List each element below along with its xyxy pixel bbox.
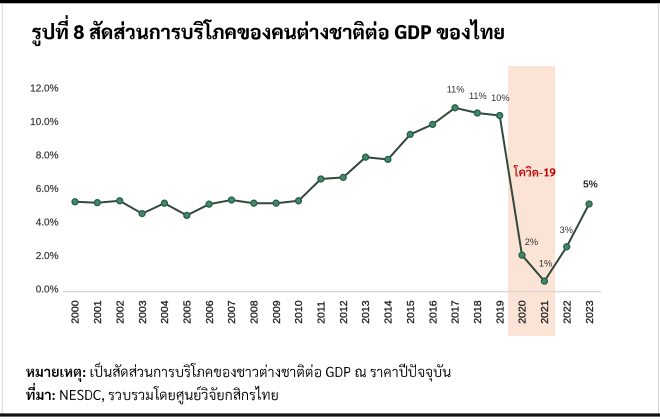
svg-text:2009: 2009 bbox=[271, 300, 283, 324]
svg-text:2000: 2000 bbox=[70, 300, 82, 324]
svg-text:6.0%: 6.0% bbox=[36, 184, 59, 195]
svg-text:2012: 2012 bbox=[338, 300, 350, 324]
svg-text:3%: 3% bbox=[560, 225, 573, 235]
svg-text:2010: 2010 bbox=[293, 300, 305, 324]
svg-text:2015: 2015 bbox=[405, 300, 417, 324]
svg-text:2008: 2008 bbox=[249, 300, 261, 324]
svg-text:2001: 2001 bbox=[92, 300, 104, 324]
svg-text:2018: 2018 bbox=[472, 300, 484, 324]
svg-text:5%: 5% bbox=[583, 180, 598, 191]
svg-text:2020: 2020 bbox=[517, 300, 529, 324]
svg-text:10.0%: 10.0% bbox=[30, 117, 58, 128]
svg-text:2005: 2005 bbox=[181, 300, 193, 324]
svg-text:1%: 1% bbox=[539, 259, 552, 269]
svg-text:0.0%: 0.0% bbox=[36, 285, 59, 296]
svg-text:2019: 2019 bbox=[494, 300, 506, 324]
svg-text:2.0%: 2.0% bbox=[36, 251, 59, 262]
svg-text:2%: 2% bbox=[525, 237, 538, 247]
svg-text:2022: 2022 bbox=[561, 300, 573, 324]
svg-text:12.0%: 12.0% bbox=[30, 83, 58, 94]
svg-text:11%: 11% bbox=[469, 91, 487, 101]
svg-text:2004: 2004 bbox=[159, 300, 171, 324]
svg-text:2007: 2007 bbox=[226, 300, 238, 324]
svg-text:2021: 2021 bbox=[539, 300, 551, 324]
svg-text:2013: 2013 bbox=[360, 300, 372, 324]
svg-text:8.0%: 8.0% bbox=[36, 150, 59, 161]
svg-text:10%: 10% bbox=[491, 93, 509, 103]
svg-text:11%: 11% bbox=[447, 84, 465, 94]
svg-text:2014: 2014 bbox=[383, 300, 395, 324]
svg-text:2016: 2016 bbox=[427, 300, 439, 324]
svg-text:2002: 2002 bbox=[114, 300, 126, 324]
svg-text:2011: 2011 bbox=[316, 301, 328, 324]
svg-text:2003: 2003 bbox=[137, 300, 149, 324]
svg-text:2006: 2006 bbox=[204, 300, 216, 324]
svg-text:2017: 2017 bbox=[450, 300, 462, 324]
svg-text:4.0%: 4.0% bbox=[36, 218, 59, 229]
svg-text:2023: 2023 bbox=[584, 300, 596, 324]
